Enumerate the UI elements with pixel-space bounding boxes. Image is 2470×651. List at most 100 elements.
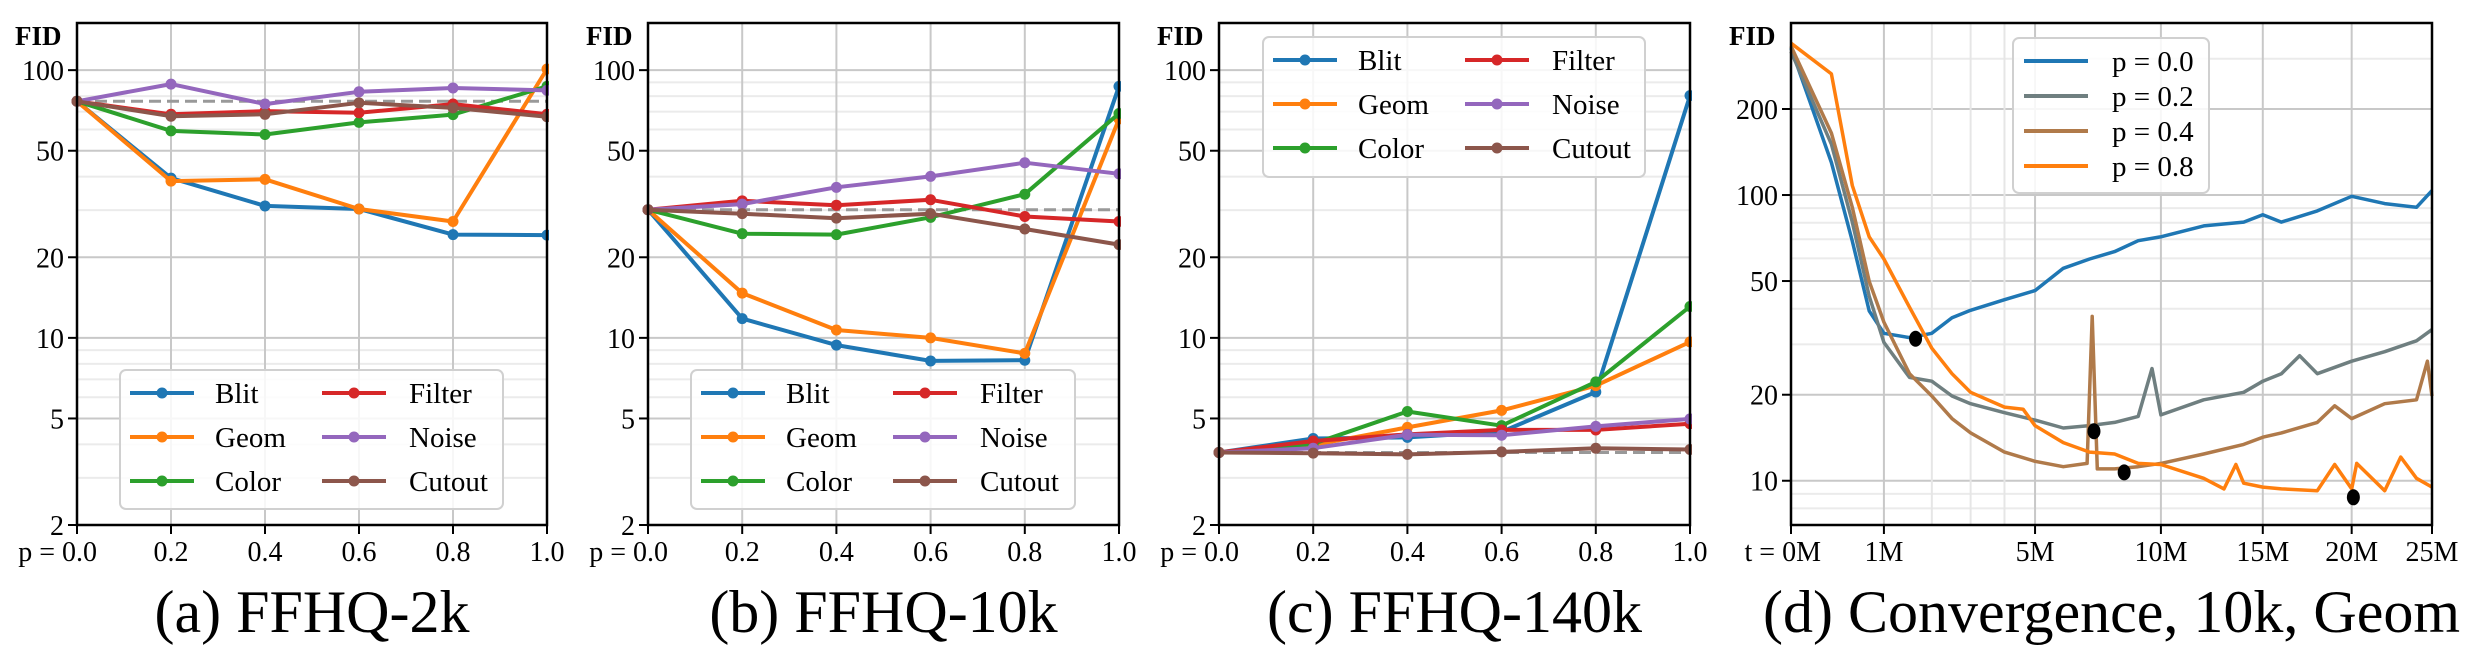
data-point (259, 173, 271, 185)
series-blit (642, 80, 1121, 367)
x-tick-label: 0.6 (342, 537, 377, 568)
y-tick-label: 20 (607, 243, 635, 274)
series-line (1789, 41, 2433, 493)
legend-item: p = 0.8 (2024, 151, 2194, 183)
legend-marker (348, 387, 360, 399)
y-tick-label: 50 (1750, 267, 1778, 298)
series-line (1789, 47, 2434, 340)
data-point (925, 208, 937, 220)
chart-d: 10 20 50 100 200 t = 0M 1M 5M 10M 15M 20M 25M FID (d)… (1729, 21, 2460, 645)
data-point (1496, 446, 1508, 458)
plot-area (1213, 90, 1692, 460)
data-point (353, 107, 365, 119)
legend-label: Filter (980, 378, 1043, 410)
y-tick-label: 5 (1192, 404, 1206, 435)
series-p-0-0 (1789, 47, 2434, 340)
legend-item: Noise (893, 422, 1048, 454)
data-point (830, 181, 842, 193)
series-p-0-4 (1789, 45, 2434, 471)
legend-label: Filter (409, 378, 472, 410)
legend-item: Filter (1465, 45, 1615, 77)
x-tick-label: 0.2 (725, 537, 760, 568)
data-point (353, 116, 365, 128)
legend-label: Blit (215, 378, 259, 410)
series-cutout (1213, 442, 1692, 460)
data-point (1590, 376, 1602, 388)
chart-c: 2 5 10 20 50 100 p = 0.0 0.2 0.4 0.6 0.8 1.0 FID (c) … (1157, 21, 1708, 645)
data-point (1401, 448, 1413, 460)
series-line (1218, 446, 1691, 457)
legend-label: Geom (215, 422, 286, 454)
data-point (353, 97, 365, 109)
y-axis-label: FID (586, 21, 633, 51)
y-axis-label: FID (1729, 21, 1776, 51)
chart-a: 2 5 10 20 50 100 p = 0.0 0.2 0.4 0.6 0.8 1.0 FID (a) … (15, 21, 565, 645)
legend-label: Noise (980, 422, 1048, 454)
x-tick-label: 1.0 (1673, 537, 1708, 568)
x-tick-label: 15M (2236, 537, 2289, 568)
legend: p = 0.0p = 0.2p = 0.4p = 0.8 (2012, 37, 2210, 194)
series-line (1218, 304, 1692, 455)
legend-item: Filter (322, 378, 472, 410)
data-point (1019, 223, 1031, 235)
data-point (736, 208, 748, 220)
data-point (830, 212, 842, 224)
x-tick-label: 0.4 (1390, 537, 1425, 568)
series-line (1789, 50, 2434, 430)
legend-item: Filter (893, 378, 1043, 410)
legend-item: Blit (701, 378, 830, 410)
legend: Blit Geom Color Filter Noise Cutout (1262, 36, 1646, 178)
y-tick-label: 200 (1736, 95, 1778, 126)
legend-item: p = 0.4 (2024, 116, 2194, 148)
legend-marker (156, 387, 168, 399)
y-tick-label: 100 (1736, 181, 1778, 212)
legend-item: Geom (701, 422, 857, 454)
x-tick-label: p = 0.0 (1160, 537, 1239, 568)
legend-item: Blit (1273, 45, 1402, 77)
legend-label: Blit (786, 378, 830, 410)
series-p-0-8 (1789, 41, 2433, 493)
data-point (165, 110, 177, 122)
legend: Blit Geom Color Filter Noise Cutout (119, 369, 504, 510)
x-tick-label: p = 0.0 (589, 537, 668, 568)
legend-marker (1299, 142, 1311, 154)
legend-marker (156, 431, 168, 443)
legend-marker (919, 475, 931, 487)
data-point (830, 199, 842, 211)
series-line (646, 85, 1121, 363)
legend-label: Cutout (1552, 133, 1631, 165)
legend-item: Color (130, 466, 281, 498)
legend-label: Cutout (409, 466, 488, 498)
x-tick-label: 1M (1864, 537, 1903, 568)
legend-marker (348, 475, 360, 487)
data-point (736, 228, 748, 240)
axes-frame (75, 21, 549, 527)
y-tick-label: 5 (50, 404, 64, 435)
legend-item: Blit (130, 378, 259, 410)
data-point (925, 170, 937, 182)
y-axis-label: FID (1157, 21, 1204, 51)
y-tick-label: 50 (1178, 137, 1206, 168)
x-tick-label: 1.0 (1102, 537, 1137, 568)
legend-marker (919, 431, 931, 443)
series-cutout (642, 204, 1121, 251)
data-point (447, 82, 459, 94)
data-point (165, 125, 177, 137)
series-p-0-2 (1789, 50, 2434, 430)
legend-marker (1491, 54, 1503, 66)
data-point (736, 198, 748, 210)
legend-label: Color (786, 466, 852, 498)
x-tick-label: 0.4 (819, 537, 854, 568)
caption: (c) FFHQ-140k (1267, 579, 1642, 645)
data-point (353, 203, 365, 215)
legend-marker (727, 431, 739, 443)
axes-frame (1217, 21, 1692, 527)
data-point (925, 332, 937, 344)
legend-box (1262, 36, 1646, 178)
series-line (76, 99, 548, 119)
x-tick-label: 1.0 (530, 537, 565, 568)
series-color (642, 107, 1121, 241)
y-tick-label: 2 (1192, 511, 1206, 542)
legend-marker (727, 475, 739, 487)
